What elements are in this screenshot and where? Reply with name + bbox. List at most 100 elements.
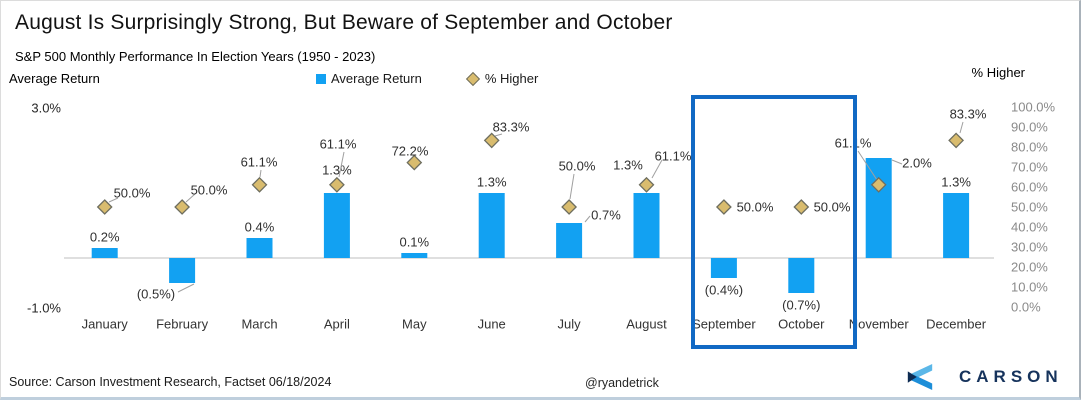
right-axis-tick: 70.0% [1011,160,1048,175]
legend-label: % Higher [484,71,539,86]
month-label-february: February [156,317,209,332]
bar-march [246,238,273,258]
bar-february [169,258,196,283]
month-label-august: August [626,317,667,332]
bar-january [91,248,118,258]
right-axis-tick: 20.0% [1011,260,1048,275]
legend-item-average-return: Average Return [316,71,422,86]
twitter-handle: @ryandetrick [585,376,659,390]
left-axis-tick: -1.0% [27,301,61,316]
diamond-june [483,132,500,149]
diamond-january [96,199,113,215]
legend-label: Average Return [331,71,422,86]
pct-label-july: 50.0% [559,159,596,174]
month-label-october: October [778,317,825,332]
bar-label-june: 1.3% [477,175,507,190]
right-axis-title: % Higher [971,65,1025,80]
bar-label-march: 0.4% [245,220,275,235]
right-axis-tick: 0.0% [1011,300,1041,315]
pct-label-march: 61.1% [241,155,278,170]
month-label-june: June [478,317,506,332]
bar-label-leader-november [891,159,903,165]
bar-december [943,193,970,258]
pct-label-february: 50.0% [191,183,228,198]
pct-label-leader-april [338,151,345,178]
pct-label-leader-july [569,173,575,200]
carson-logo: CARSON [907,361,1063,393]
diamond-october [793,199,810,215]
diamond-february [174,199,191,215]
pct-label-may: 72.2% [392,144,429,159]
page-title: August Is Surprisingly Strong, But Bewar… [15,11,673,34]
pct-label-leader-august [651,159,663,179]
bar-label-leader-july [584,215,591,223]
month-label-may: May [402,317,427,332]
left-axis-tick: 3.0% [31,101,61,116]
diamond-april [328,176,345,193]
pct-label-leader-november [857,150,878,181]
left-axis-title: Average Return [9,71,100,86]
bar-june [478,193,505,258]
bar-november [865,158,892,258]
bar-label-leader-february [177,283,195,293]
bar-label-february: (0.5%) [137,287,175,302]
bar-label-july: 0.7% [591,208,621,223]
right-axis-tick: 100.0% [1011,100,1056,115]
diamond-september [715,199,732,215]
month-label-december: December [926,317,987,332]
pct-label-october: 50.0% [814,200,851,215]
bar-label-october: (0.7%) [782,298,820,313]
month-label-march: March [241,317,277,332]
highlight-box-sep-oct [691,95,857,349]
right-axis-tick: 30.0% [1011,240,1048,255]
carson-wordmark: CARSON [959,367,1063,386]
pct-label-december: 83.3% [950,107,987,122]
bar-label-january: 0.2% [90,230,120,245]
chart-legend: Average Return % Higher [316,71,538,86]
bar-label-september: (0.4%) [705,283,743,298]
diamond-may [406,154,423,171]
carson-chevron-icon [907,364,933,390]
pct-label-leader-february [185,193,196,203]
bar-label-may: 0.1% [399,235,429,250]
pct-label-january: 50.0% [114,186,151,201]
diamond-december [948,132,965,149]
month-label-july: July [558,317,582,332]
bar-label-december: 1.3% [941,175,971,190]
bar-legend-marker-icon [316,73,326,84]
pct-label-leader-january [108,197,119,203]
bar-label-november: 2.0% [902,156,932,171]
source-note: Source: Carson Investment Research, Fact… [9,375,332,389]
month-label-january: January [82,317,129,332]
pct-label-june: 83.3% [493,120,530,135]
month-label-september: September [692,317,756,332]
right-axis-tick: 40.0% [1011,220,1048,235]
bar-october [788,258,815,293]
pct-label-leader-december [959,121,964,134]
month-label-april: April [324,317,350,332]
legend-item-pct-higher: % Higher [465,71,539,86]
pct-label-september: 50.0% [737,200,774,215]
pct-label-august: 61.1% [655,149,692,164]
right-axis-tick: 80.0% [1011,140,1048,155]
pct-label-leader-march [259,169,262,178]
pct-label-leader-june [494,133,503,137]
diamond-july [561,199,578,215]
bar-may [401,253,428,258]
right-axis-tick: 90.0% [1011,120,1048,135]
diamond-november [870,176,887,193]
chart-subtitle: S&P 500 Monthly Performance In Election … [15,49,376,64]
pct-label-april: 61.1% [320,137,357,152]
bar-label-august: 1.3% [613,158,643,173]
month-label-november: November [849,317,910,332]
diamond-march [251,176,268,193]
right-axis-tick: 60.0% [1011,180,1048,195]
bar-august [633,193,660,258]
diamond-august [638,176,655,193]
bar-july [556,223,583,258]
bar-september [710,258,737,278]
right-axis-tick: 10.0% [1011,280,1048,295]
right-axis-tick: 50.0% [1011,200,1048,215]
